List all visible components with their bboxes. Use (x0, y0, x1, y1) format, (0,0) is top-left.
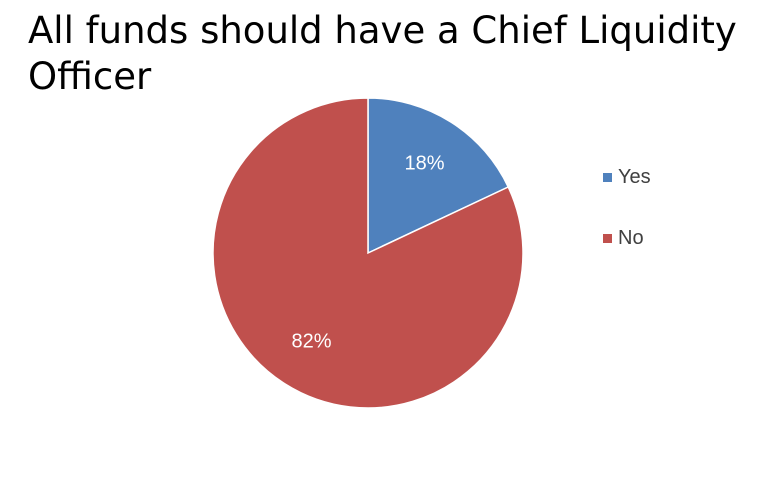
legend-swatch-yes (603, 172, 612, 182)
legend-label-yes: Yes (618, 165, 651, 188)
chart-legend: Yes No (603, 160, 651, 282)
pie-slice-yes (367, 97, 510, 255)
legend-item-no: No (603, 221, 651, 255)
data-label-yes: 18% (404, 152, 444, 174)
pie-slices (212, 97, 524, 409)
legend-swatch-no (603, 233, 612, 243)
legend-item-yes: Yes (603, 160, 651, 194)
legend-label-no: No (618, 226, 644, 249)
chart-title: All funds should have a Chief Liquidity … (28, 9, 737, 98)
pie-slice-no (212, 97, 524, 409)
data-label-no: 82% (292, 330, 332, 352)
pie-data-labels: 18% 82% (292, 152, 445, 352)
